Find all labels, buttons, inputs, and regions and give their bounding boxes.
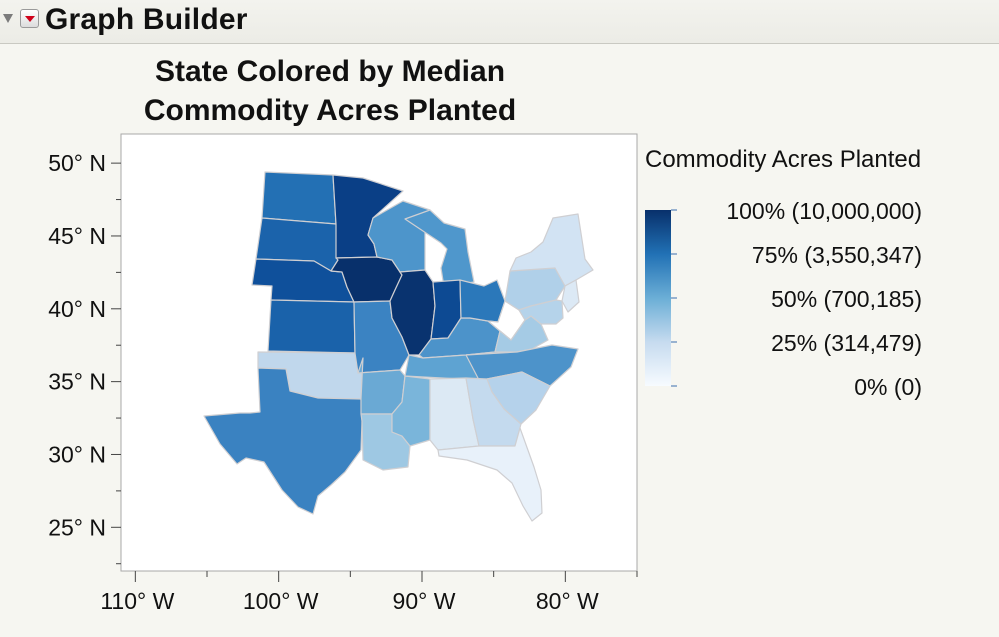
state-md[interactable] bbox=[518, 299, 564, 325]
y-tick-label: 50° N bbox=[48, 150, 106, 176]
x-tick-label: 80° W bbox=[536, 588, 599, 614]
y-tick-label: 30° N bbox=[48, 441, 106, 467]
legend-color-bar bbox=[645, 210, 671, 386]
state-ny[interactable] bbox=[509, 213, 594, 287]
state-va[interactable] bbox=[494, 315, 549, 353]
state-ga[interactable] bbox=[465, 377, 522, 447]
chart-title-line-2: Commodity Acres Planted bbox=[143, 94, 517, 127]
y-axis: 50° N 45° N 40° N 35° N 30° N 25° N bbox=[48, 150, 121, 565]
x-tick-label: 100° W bbox=[243, 588, 319, 614]
state-nj[interactable] bbox=[561, 279, 580, 313]
header-title: Graph Builder bbox=[45, 3, 248, 36]
legend-title: Commodity Acres Planted bbox=[645, 146, 922, 173]
y-tick-label: 40° N bbox=[48, 296, 106, 322]
chart-title: State Colored by Median Commodity Acres … bbox=[100, 52, 560, 130]
legend-label: 0% (0) bbox=[854, 374, 922, 400]
state-oh[interactable] bbox=[459, 279, 506, 323]
x-axis: 110° W 100° W 90° W 80° W bbox=[100, 571, 638, 614]
red-triangle-menu-button[interactable] bbox=[20, 9, 39, 28]
chart-title-line-1: State Colored by Median bbox=[154, 55, 506, 88]
collapse-triangle-icon[interactable] bbox=[3, 14, 13, 23]
legend-label: 50% (700,185) bbox=[771, 286, 922, 312]
state-fl[interactable] bbox=[437, 427, 543, 522]
state-ks[interactable] bbox=[267, 299, 356, 354]
y-tick-label: 35° N bbox=[48, 369, 106, 395]
red-triangle-icon bbox=[25, 16, 35, 22]
x-tick-label: 110° W bbox=[100, 588, 174, 614]
graph-builder-header: Graph Builder bbox=[0, 0, 999, 44]
state-tx[interactable] bbox=[203, 367, 363, 515]
legend-label: 75% (3,550,347) bbox=[752, 242, 922, 268]
legend-label: 25% (314,479) bbox=[771, 330, 922, 356]
legend-label: 100% (10,000,000) bbox=[726, 198, 922, 224]
state-nd[interactable] bbox=[261, 171, 337, 225]
state-mi[interactable] bbox=[404, 209, 475, 288]
y-tick-label: 25° N bbox=[48, 514, 106, 540]
x-tick-label: 90° W bbox=[393, 588, 456, 614]
y-tick-label: 45° N bbox=[48, 223, 106, 249]
